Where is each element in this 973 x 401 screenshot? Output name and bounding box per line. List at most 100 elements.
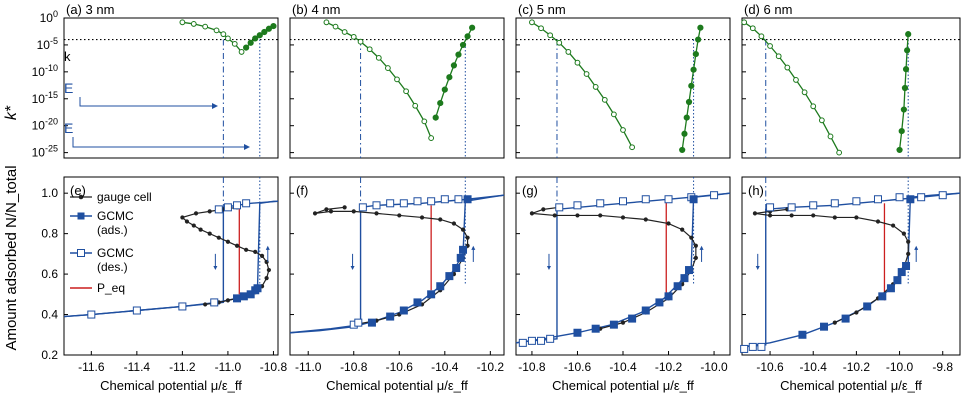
gauge-point	[575, 213, 580, 218]
gauge-line	[754, 208, 909, 324]
gcmc-des-point	[830, 199, 839, 208]
branch-open-line	[182, 21, 243, 53]
legend-des-marker	[77, 249, 85, 257]
branch-filled-point	[432, 114, 439, 121]
gauge-point	[643, 217, 648, 222]
gauge-point	[312, 211, 318, 216]
gauge-point	[374, 211, 379, 216]
gcmc-des-point	[354, 318, 363, 327]
branch-open-point	[384, 65, 391, 71]
legend-ads-label-2: (ads.)	[97, 223, 128, 237]
panel-1	[64, 17, 278, 158]
gauge-point	[324, 207, 329, 212]
branch-open-point	[341, 29, 348, 35]
gcmc-des-point	[537, 336, 546, 345]
gcmc-ads-point	[239, 292, 248, 301]
gauge-point	[234, 243, 240, 248]
branch-open-point	[179, 19, 186, 26]
branch-open-point	[421, 118, 428, 125]
gcmc-ads-point	[680, 274, 689, 283]
x-tick-label: -10.6	[386, 360, 414, 374]
x-tick-label: -10.4	[431, 360, 459, 374]
gauge-point	[266, 267, 271, 273]
branch-filled-point	[695, 36, 702, 43]
branch-filled-point	[256, 32, 263, 39]
branch-open-point	[428, 135, 435, 141]
branch-open-point	[565, 49, 572, 55]
gcmc-des-point	[809, 201, 818, 210]
branch-filled-point	[904, 47, 911, 54]
x-axis-label: Chemical potential μ/ε_ff	[326, 378, 468, 393]
evap-pointer-head	[212, 103, 218, 109]
y-tick-label: 10-15	[32, 90, 58, 106]
gcmc-ads-point	[897, 268, 906, 277]
gauge-point	[193, 211, 199, 216]
branch-open-point	[810, 103, 817, 110]
gcmc-ads-point	[413, 298, 422, 307]
gcmc-ads-point	[878, 292, 887, 301]
branch-open-point	[394, 76, 400, 83]
gauge-point	[901, 231, 906, 236]
axes-frame	[289, 17, 505, 159]
y-tick-label: 10-25	[32, 144, 58, 160]
branch-open-point	[412, 102, 419, 109]
branch-filled-point	[446, 74, 453, 81]
gauge-point	[693, 243, 698, 248]
gcmc-des-point	[787, 203, 796, 212]
branch-open-point	[375, 54, 382, 61]
gcmc-ads-point	[456, 253, 465, 262]
legend-des-label: GCMC	[97, 246, 134, 260]
gcmc-ads-point	[628, 314, 637, 323]
branch-open-point	[220, 31, 227, 38]
gcmc-ads-point	[367, 318, 376, 327]
branch-filled-point	[252, 35, 259, 42]
gcmc-ads-point	[427, 290, 436, 299]
branch-open-point	[538, 25, 544, 32]
panel-frames	[63, 17, 961, 356]
branch-open-point	[213, 27, 220, 34]
gcmc-ads-point	[863, 302, 872, 311]
branch-filled-point	[464, 33, 471, 40]
gauge-point	[460, 227, 466, 232]
y-tick-label: 0.4	[41, 308, 58, 322]
gcmc-des-point	[938, 191, 947, 200]
branch-open-point	[190, 21, 197, 27]
cond-pointer-head	[244, 144, 250, 150]
branch-open-point	[225, 35, 231, 42]
gauge-point	[767, 213, 773, 218]
x-tick-label: -10.0	[700, 360, 728, 374]
gauge-point	[465, 235, 470, 240]
x-tick-label: -10.2	[843, 360, 871, 374]
branch-open-point	[827, 133, 834, 140]
gauge-point	[259, 253, 265, 258]
branch-filled-point	[683, 114, 690, 121]
legend-peq-label: P_eq	[97, 281, 125, 295]
y-tick-label: 10-10	[32, 63, 58, 79]
gauge-point	[328, 209, 334, 214]
branch-filled-point	[261, 28, 268, 36]
branch-open-point	[366, 46, 373, 53]
branch-filled-point	[469, 24, 476, 31]
panel-data	[63, 17, 961, 356]
axes-frame	[741, 176, 961, 356]
branch-open-line	[743, 21, 840, 153]
gcmc-des-point	[619, 197, 627, 206]
gauge-point	[451, 221, 457, 226]
gauge-point	[180, 215, 185, 220]
gcmc-ads-line	[289, 194, 505, 334]
gcmc-des-point	[386, 199, 395, 208]
gcmc-ads-point	[573, 328, 582, 337]
x-axis-label: Chemical potential μ/ε_ff	[100, 378, 242, 393]
panel-8	[740, 177, 961, 356]
x-tick-label: -11.0	[215, 360, 242, 374]
y-tick-label: 0.8	[41, 227, 58, 241]
gcmc-des-point	[555, 203, 564, 212]
gcmc-des-point	[413, 197, 422, 206]
y-tick-label: 1.0	[41, 186, 58, 200]
x-tick-label: -10.6	[564, 360, 592, 374]
branch-open-point	[836, 149, 843, 156]
panel-label: (g)	[522, 183, 538, 198]
gcmc-des-point	[710, 191, 719, 200]
gcmc-des-line	[289, 194, 505, 334]
